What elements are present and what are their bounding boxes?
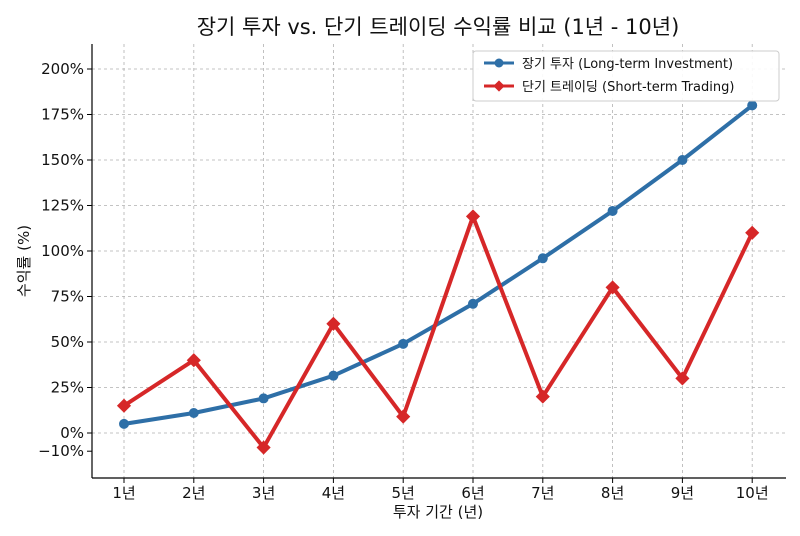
y-tick-label: 125% (41, 197, 84, 215)
data-point (256, 440, 271, 455)
y-tick-label: 50% (51, 333, 84, 351)
data-point (605, 280, 620, 295)
data-point (465, 209, 481, 224)
data-point (328, 370, 339, 381)
data-point (468, 298, 478, 309)
data-point (396, 409, 411, 424)
y-ticks: −10%0% 25% 50% 75% 100% 125% 150% 175% 200% (38, 60, 92, 460)
chart-title: 장기 투자 vs. 단기 트레이딩 수익률 비교 (1년 - 10년) (197, 15, 680, 39)
y-tick-label: 25% (51, 379, 84, 397)
y-tick-label: 100% (41, 242, 84, 260)
series-line (122, 103, 755, 426)
data-point (537, 253, 548, 264)
x-tick-label: 10년 (736, 484, 769, 502)
series-short-term (116, 209, 760, 455)
data-point (258, 393, 269, 404)
legend-label-short-term: 단기 트레이딩 (Short-term Trading) (522, 80, 734, 95)
x-tick-label: 3년 (252, 484, 275, 502)
x-tick-label: 7년 (531, 484, 554, 502)
legend-box (472, 50, 780, 102)
x-tick-label: 2년 (182, 484, 205, 502)
y-tick-label: 150% (41, 151, 84, 169)
legend-label-long-term: 장기 투자 (Long-term Investment) (522, 57, 733, 72)
x-tick-label: 8년 (601, 484, 624, 502)
legend-entry-long-term: 장기 투자 (Long-term Investment) (484, 57, 733, 72)
data-point (747, 100, 758, 111)
x-axis-label: 투자 기간 (년) (393, 503, 483, 521)
y-tick-label: 175% (41, 106, 84, 124)
series-line (122, 214, 755, 450)
x-tick-label: 9년 (671, 484, 694, 502)
data-point (119, 418, 129, 429)
x-tick-label: 6년 (461, 484, 484, 502)
data-point (677, 155, 688, 165)
data-point (398, 338, 409, 349)
data-point (116, 398, 132, 413)
data-point (188, 407, 199, 418)
legend: 장기 투자 (Long-term Investment) 단기 트레이딩 (Sh… (472, 50, 780, 102)
data-point (607, 205, 618, 216)
series-long-term (119, 100, 758, 429)
axes (91, 44, 786, 479)
x-tick-label: 4년 (322, 484, 345, 502)
y-axis-label: 수익률 (%) (15, 225, 33, 297)
y-tick-label: 75% (51, 288, 84, 306)
x-tick-label: 5년 (392, 484, 415, 502)
y-tick-label: −10% (38, 442, 84, 460)
data-point (535, 389, 550, 404)
legend-entry-short-term: 단기 트레이딩 (Short-term Trading) (484, 80, 734, 95)
y-tick-label: 0% (60, 424, 84, 442)
x-ticks: 1년 2년 3년 4년 5년 6년 7년 8년 9년 10년 (112, 478, 769, 502)
series (116, 100, 760, 455)
legend-marker-long-term (494, 58, 504, 68)
data-point (675, 371, 690, 386)
x-tick-label: 1년 (112, 484, 135, 502)
data-point (326, 316, 341, 331)
y-tick-label: 200% (41, 60, 84, 78)
data-point (745, 225, 760, 240)
data-point (186, 353, 201, 368)
